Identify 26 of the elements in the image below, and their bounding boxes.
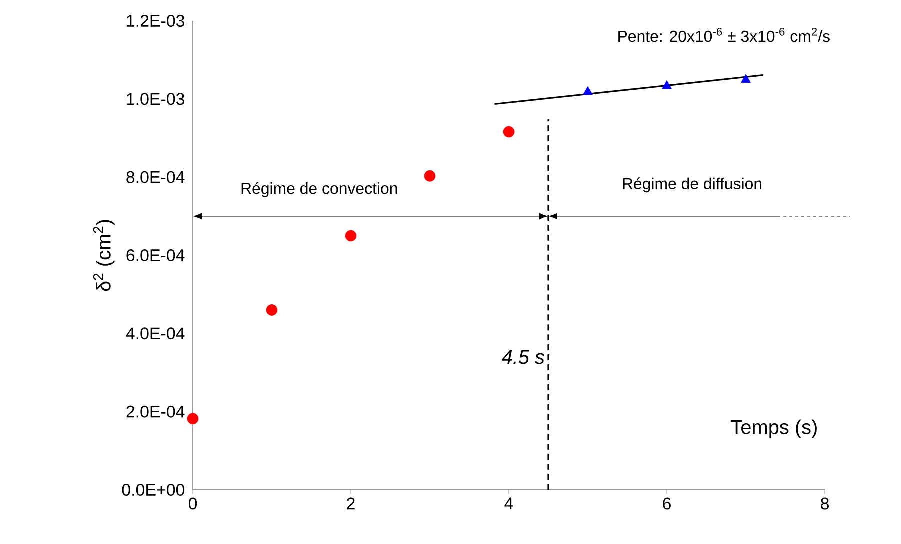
y-tick-label: 4.0E-04 [126, 328, 185, 340]
y-tick-label: 1.0E-03 [127, 93, 184, 106]
y-axis-title: δ$^{2}$ (cm$^{2}$) [93, 220, 115, 292]
y-tick-label: 8.0E-04 [126, 171, 185, 184]
point [424, 170, 436, 182]
x-tick-label: 8 [821, 498, 829, 510]
point [503, 126, 515, 138]
point [741, 74, 751, 83]
x-tick-label: 2 [347, 498, 355, 510]
point [187, 413, 199, 425]
x-tick-label: 4 [504, 498, 514, 510]
annotation: Régime de convection [242, 182, 398, 198]
point [662, 80, 672, 90]
y-tick-label: 6.0E-04 [126, 250, 185, 262]
ref-line-label: 4.5 s [502, 350, 545, 364]
y-tick-label: 1.2E-03 [127, 14, 184, 27]
x-axis-title: Temps (s) [731, 420, 817, 438]
y-tick-label: 0.0E+00 [122, 484, 185, 496]
point [583, 86, 593, 96]
x-tick-label: 0 [188, 498, 198, 510]
y-tick-label: 2.0E-04 [126, 406, 185, 418]
point [266, 304, 278, 316]
annotation: Pente: 20x10$^{-6}$ ± 3x10$^{-6}$ cm$^{2}$/s [618, 28, 830, 42]
x-tick-label: 6 [663, 498, 671, 510]
annotation: Régime de diffusion [623, 178, 762, 193]
point [345, 230, 357, 242]
